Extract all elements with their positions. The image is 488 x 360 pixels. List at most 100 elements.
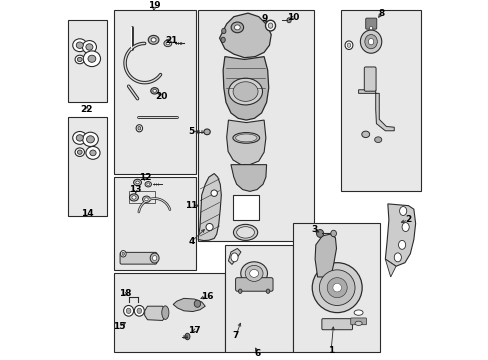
- Ellipse shape: [374, 137, 381, 143]
- Circle shape: [205, 224, 213, 231]
- Polygon shape: [198, 174, 221, 240]
- Ellipse shape: [86, 147, 100, 159]
- Ellipse shape: [136, 125, 142, 132]
- Text: 3: 3: [310, 225, 317, 234]
- Text: 14: 14: [81, 209, 93, 218]
- Polygon shape: [223, 57, 268, 120]
- Ellipse shape: [86, 44, 93, 50]
- Ellipse shape: [194, 300, 200, 307]
- Ellipse shape: [82, 41, 96, 53]
- Ellipse shape: [203, 129, 210, 135]
- Polygon shape: [385, 204, 415, 266]
- Text: 15: 15: [113, 322, 125, 331]
- Ellipse shape: [122, 252, 124, 255]
- Ellipse shape: [236, 227, 254, 238]
- Ellipse shape: [73, 131, 87, 144]
- Ellipse shape: [353, 310, 362, 315]
- Ellipse shape: [138, 126, 141, 130]
- FancyBboxPatch shape: [120, 252, 157, 264]
- Bar: [114, 177, 196, 270]
- Ellipse shape: [126, 308, 131, 314]
- Ellipse shape: [152, 256, 157, 261]
- Polygon shape: [385, 259, 395, 277]
- Ellipse shape: [238, 289, 242, 293]
- FancyBboxPatch shape: [235, 278, 272, 291]
- Circle shape: [332, 283, 341, 292]
- Ellipse shape: [228, 78, 262, 105]
- Ellipse shape: [393, 253, 401, 262]
- Text: 21: 21: [165, 36, 178, 45]
- Circle shape: [319, 270, 354, 306]
- Ellipse shape: [398, 240, 405, 249]
- Text: 20: 20: [155, 93, 167, 102]
- Ellipse shape: [129, 194, 138, 201]
- Ellipse shape: [234, 25, 240, 30]
- Ellipse shape: [132, 196, 136, 199]
- Ellipse shape: [144, 198, 148, 201]
- Text: 1: 1: [327, 346, 334, 355]
- Bar: [68, 20, 107, 102]
- Bar: [292, 224, 379, 352]
- Ellipse shape: [265, 289, 269, 293]
- Ellipse shape: [184, 333, 189, 340]
- Ellipse shape: [354, 321, 362, 325]
- Text: 22: 22: [81, 105, 93, 114]
- Ellipse shape: [148, 35, 159, 44]
- Ellipse shape: [364, 35, 377, 49]
- Ellipse shape: [151, 38, 156, 42]
- Ellipse shape: [231, 22, 243, 33]
- Ellipse shape: [233, 82, 258, 102]
- Bar: [114, 273, 224, 352]
- Ellipse shape: [286, 18, 291, 23]
- Ellipse shape: [153, 89, 156, 92]
- Ellipse shape: [90, 150, 96, 156]
- Text: 2: 2: [405, 215, 411, 224]
- Text: 5: 5: [188, 127, 194, 136]
- Ellipse shape: [142, 196, 150, 202]
- Ellipse shape: [133, 179, 141, 186]
- Ellipse shape: [367, 39, 373, 45]
- Ellipse shape: [249, 270, 258, 277]
- Ellipse shape: [361, 131, 369, 138]
- Ellipse shape: [88, 55, 96, 62]
- Text: 12: 12: [139, 173, 151, 182]
- Bar: [128, 192, 154, 203]
- Text: 8: 8: [378, 9, 384, 18]
- Ellipse shape: [369, 26, 372, 30]
- Ellipse shape: [166, 42, 169, 45]
- Ellipse shape: [134, 306, 144, 316]
- Circle shape: [210, 190, 217, 197]
- Ellipse shape: [221, 37, 225, 42]
- Polygon shape: [219, 13, 271, 58]
- Bar: [198, 10, 313, 241]
- Ellipse shape: [221, 28, 225, 33]
- Ellipse shape: [86, 136, 94, 143]
- Ellipse shape: [150, 87, 158, 94]
- Polygon shape: [358, 90, 393, 131]
- Text: 13: 13: [129, 185, 142, 194]
- Ellipse shape: [150, 253, 159, 263]
- Text: 19: 19: [148, 1, 160, 10]
- Polygon shape: [233, 195, 258, 220]
- Ellipse shape: [75, 148, 84, 157]
- Ellipse shape: [83, 51, 101, 67]
- Polygon shape: [230, 165, 266, 192]
- Ellipse shape: [316, 230, 323, 237]
- Ellipse shape: [346, 43, 350, 48]
- Text: 7: 7: [232, 331, 239, 340]
- Ellipse shape: [265, 20, 275, 31]
- Ellipse shape: [137, 308, 142, 314]
- Ellipse shape: [76, 42, 83, 48]
- Ellipse shape: [401, 222, 408, 231]
- Circle shape: [312, 263, 362, 312]
- Ellipse shape: [244, 265, 263, 282]
- Ellipse shape: [136, 181, 139, 184]
- Ellipse shape: [230, 253, 238, 262]
- Ellipse shape: [240, 262, 267, 285]
- Bar: [68, 117, 107, 216]
- FancyBboxPatch shape: [350, 318, 366, 325]
- Circle shape: [326, 278, 346, 298]
- Text: 10: 10: [287, 13, 299, 22]
- Polygon shape: [144, 306, 166, 320]
- Ellipse shape: [232, 132, 259, 143]
